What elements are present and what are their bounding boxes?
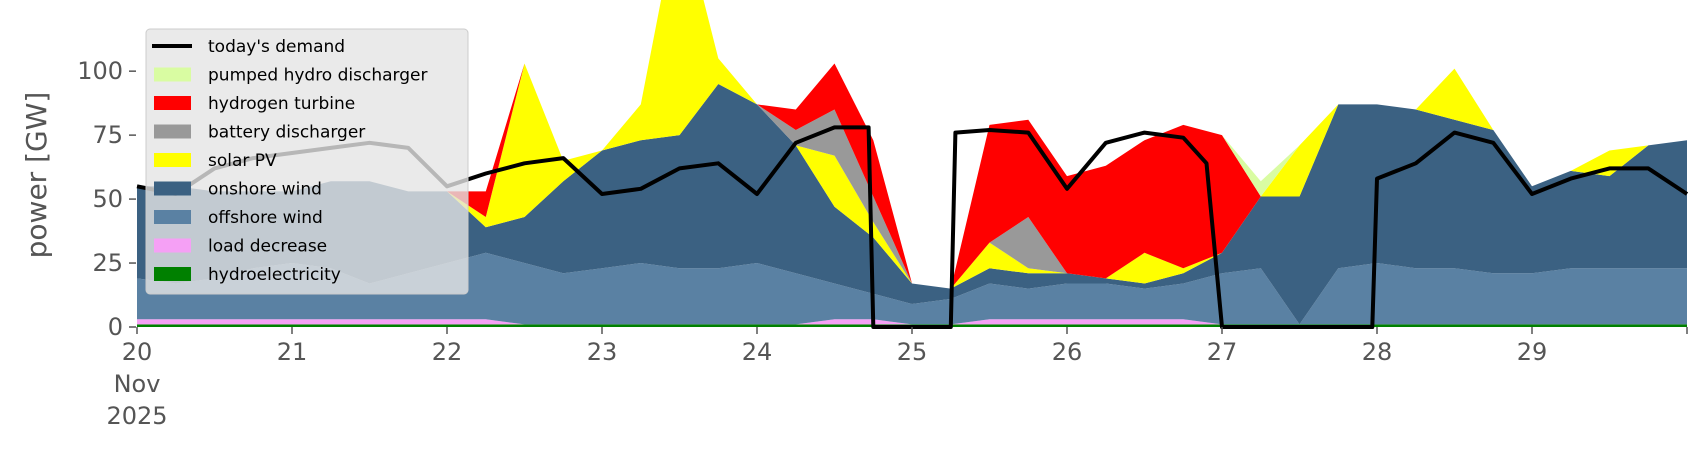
area-load-decrease bbox=[137, 319, 1687, 325]
x-tick-label: 26 bbox=[1052, 338, 1083, 366]
y-tick-label: 0 bbox=[108, 313, 123, 341]
x-tick-label: 24 bbox=[742, 338, 773, 366]
legend-box bbox=[145, 28, 469, 295]
area-offshore-wind bbox=[137, 252, 1687, 325]
legend-label: hydrogen turbine bbox=[208, 94, 355, 114]
legend-label: hydroelectricity bbox=[208, 265, 341, 285]
y-axis-label: power [GW] bbox=[20, 92, 53, 259]
y-tick-label: 25 bbox=[92, 249, 123, 277]
legend-label: onshore wind bbox=[208, 180, 322, 200]
y-tick-label: 50 bbox=[92, 185, 123, 213]
x-tick-label: 25 bbox=[897, 338, 928, 366]
x-tick-year: 2025 bbox=[106, 402, 167, 430]
legend-label: pumped hydro discharger bbox=[208, 66, 427, 86]
area-onshore-wind bbox=[137, 84, 1687, 325]
legend-label: load decrease bbox=[208, 237, 327, 257]
axes: 0 25 50 75 100 20 Nov 2025 21 22 23 24 25 26 27 28 29 bbox=[77, 57, 1688, 430]
x-tick-label: 23 bbox=[587, 338, 618, 366]
legend-swatch bbox=[154, 267, 191, 281]
legend-label: today's demand bbox=[208, 37, 345, 57]
legend-swatch bbox=[154, 96, 191, 110]
legend-swatch bbox=[154, 67, 191, 82]
x-tick-label: 27 bbox=[1207, 338, 1238, 366]
legend-swatch bbox=[154, 210, 191, 224]
y-tick-label: 100 bbox=[77, 57, 123, 85]
legend-label: battery discharger bbox=[208, 123, 365, 143]
legend-swatch bbox=[154, 238, 191, 253]
legend-swatch bbox=[154, 124, 191, 139]
x-tick-label: 28 bbox=[1362, 338, 1393, 366]
x-tick-label: 29 bbox=[1517, 338, 1548, 366]
y-tick-label: 75 bbox=[92, 121, 123, 149]
x-tick-label: 21 bbox=[277, 338, 308, 366]
legend: today's demand pumped hydro discharger hyd… bbox=[145, 28, 469, 295]
x-tick-month: Nov bbox=[114, 370, 161, 398]
x-tick-label: 22 bbox=[432, 338, 463, 366]
legend-swatch bbox=[154, 153, 191, 167]
area-solar-pv bbox=[137, 0, 1687, 289]
legend-label: offshore wind bbox=[208, 208, 323, 228]
legend-swatch bbox=[154, 181, 191, 196]
legend-label: solar PV bbox=[208, 151, 277, 171]
x-tick-label: 20 bbox=[122, 338, 153, 366]
